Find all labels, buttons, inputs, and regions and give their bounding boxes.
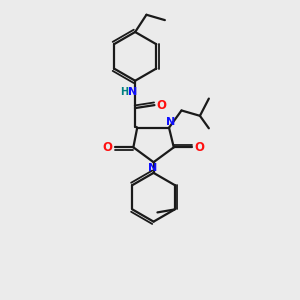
Text: N: N [148,163,157,172]
Text: O: O [195,141,205,154]
Text: N: N [128,87,137,97]
Text: O: O [156,99,166,112]
Text: O: O [103,141,112,154]
Text: N: N [166,117,175,128]
Text: H: H [120,87,128,97]
